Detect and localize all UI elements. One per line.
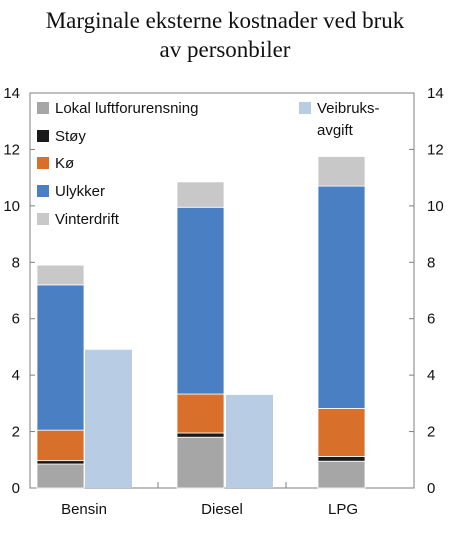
category-label-bensin: Bensin <box>61 501 107 518</box>
legend-label-veibruksavgift-line1: Veibruks- <box>317 100 380 117</box>
right-tick-label: 2 <box>427 424 435 441</box>
chart-title-line-1: Marginale eksterne kostnader ved bruk <box>45 8 405 33</box>
legend-label: Lokal luftforurensning <box>55 100 198 117</box>
right-tick-label: 6 <box>427 311 435 328</box>
bar-st-y-lpg <box>317 455 366 462</box>
left-tick-label: 14 <box>3 85 20 102</box>
legend-label: Støy <box>55 128 86 145</box>
chart-title-line-2: av personbiler <box>159 37 291 62</box>
legend-swatch <box>37 102 49 114</box>
bar-k--bensin <box>36 429 85 462</box>
left-tick-label: 8 <box>12 254 20 271</box>
legend-swatch <box>37 185 49 197</box>
legend-swatch <box>37 130 49 142</box>
right-tick-label: 4 <box>427 367 435 384</box>
legend-swatch <box>37 157 49 169</box>
bar-vinterdrift-bensin <box>36 264 85 286</box>
right-tick-label: 12 <box>427 141 444 158</box>
bar-ulykker-bensin <box>36 284 85 431</box>
right-tick-label: 8 <box>427 254 435 271</box>
bar-ulykker-diesel <box>176 206 225 395</box>
right-tick-label: 10 <box>427 198 444 215</box>
right-tick-label: 14 <box>427 85 444 102</box>
bar-lokal-luftforurensning-lpg <box>317 460 366 489</box>
legend-swatch-veibruksavgift <box>299 102 311 114</box>
left-tick-label: 6 <box>12 311 20 328</box>
left-tick-label: 4 <box>12 367 20 384</box>
left-tick-label: 10 <box>3 198 20 215</box>
bar-k--lpg <box>317 408 366 457</box>
bar-vinterdrift-lpg <box>317 156 366 187</box>
category-label-lpg: LPG <box>328 501 358 518</box>
bar-k--diesel <box>176 393 225 434</box>
legend-label: Ulykker <box>55 183 105 200</box>
bar-lokal-luftforurensning-diesel <box>176 436 225 489</box>
bar-st-y-bensin <box>36 460 85 465</box>
bar-veibruksavgift-diesel <box>226 394 273 488</box>
left-tick-label: 0 <box>12 480 20 497</box>
bar-veibruksavgift-bensin <box>85 349 132 488</box>
bar-vinterdrift-diesel <box>176 181 225 208</box>
right-tick-label: 0 <box>427 480 435 497</box>
legend-label-veibruksavgift-line2: avgift <box>317 122 354 139</box>
chart-title: Marginale eksterne kostnader ved bruk av… <box>0 6 450 64</box>
legend-swatch <box>37 213 49 225</box>
bar-ulykker-lpg <box>317 185 366 409</box>
bar-lokal-luftforurensning-bensin <box>36 463 85 489</box>
category-label-diesel: Diesel <box>201 501 243 518</box>
left-tick-label: 12 <box>3 141 20 158</box>
left-tick-label: 2 <box>12 424 20 441</box>
bar-st-y-diesel <box>176 432 225 438</box>
legend-label: Vinterdrift <box>55 211 120 228</box>
legend-label: Kø <box>55 155 74 172</box>
